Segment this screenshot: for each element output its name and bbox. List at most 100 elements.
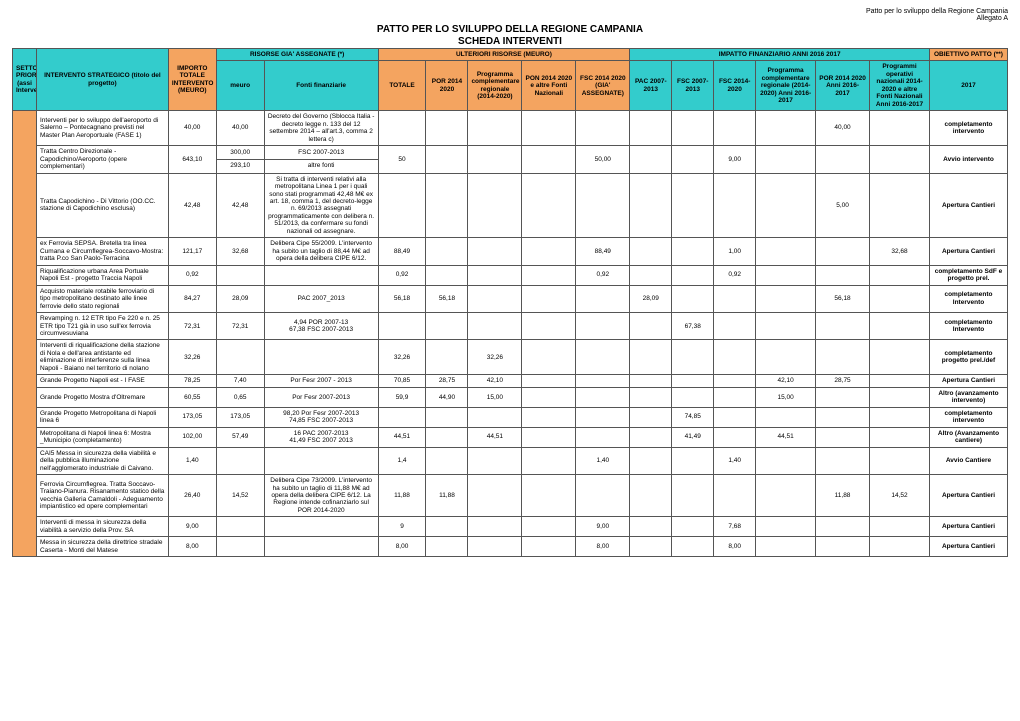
table-cell: 26,40 bbox=[168, 475, 216, 517]
table-cell bbox=[426, 173, 468, 238]
table-row: Acquisto materiale rotabile ferroviario … bbox=[13, 285, 1008, 312]
hdr-progcomp2: Programma complementare regionale (2014-… bbox=[756, 61, 816, 111]
table-cell bbox=[426, 537, 468, 557]
table-cell: 28,75 bbox=[426, 375, 468, 387]
table-cell bbox=[264, 447, 378, 474]
table-cell: 9,00 bbox=[576, 517, 630, 537]
page-title: PATTO PER LO SVILUPPO DELLA REGIONE CAMP… bbox=[12, 24, 1008, 48]
table-cell bbox=[870, 537, 930, 557]
table-cell: 173,05 bbox=[216, 407, 264, 427]
table-cell: Delibera Cipe 55/2009. L'intervento ha s… bbox=[264, 238, 378, 265]
table-header: SETTORE PRIORITARIO (assi Interventi) IN… bbox=[13, 49, 1008, 111]
table-cell: 88,49 bbox=[576, 238, 630, 265]
table-cell bbox=[216, 265, 264, 285]
hdr-totale: TOTALE bbox=[378, 61, 426, 111]
table-cell bbox=[672, 238, 714, 265]
table-cell bbox=[468, 111, 522, 146]
table-cell bbox=[522, 111, 576, 146]
table-cell: completamento Intervento bbox=[929, 313, 1007, 340]
table-cell: 44,51 bbox=[378, 427, 426, 447]
table-cell bbox=[426, 407, 468, 427]
table-cell bbox=[522, 537, 576, 557]
table-cell: 8,00 bbox=[576, 537, 630, 557]
table-row: Messa in sicurezza della direttrice stra… bbox=[13, 537, 1008, 557]
table-cell bbox=[576, 375, 630, 387]
hdr-progcomp: Programma complementare regionale (2014-… bbox=[468, 61, 522, 111]
table-cell: Grande Progetto Metropolitana di Napoli … bbox=[36, 407, 168, 427]
table-cell: Apertura Cantieri bbox=[929, 173, 1007, 238]
table-cell: Si tratta di interventi relativi alla me… bbox=[264, 173, 378, 238]
table-cell bbox=[816, 387, 870, 407]
table-cell: 11,88 bbox=[426, 475, 468, 517]
table-cell: 59,9 bbox=[378, 387, 426, 407]
table-cell: 173,05 bbox=[168, 407, 216, 427]
hdr-progop: Programmi operativi nazionali 2014-2020 … bbox=[870, 61, 930, 111]
table-cell bbox=[672, 265, 714, 285]
table-cell bbox=[522, 173, 576, 238]
table-cell: 5,00 bbox=[816, 173, 870, 238]
table-cell: 57,49 bbox=[216, 427, 264, 447]
table-cell bbox=[870, 146, 930, 173]
table-cell: completamento Intervento bbox=[929, 285, 1007, 312]
table-cell bbox=[630, 340, 672, 375]
table-cell: Grande Progetto Napoli est - I FASE bbox=[36, 375, 168, 387]
table-cell bbox=[870, 517, 930, 537]
table-cell bbox=[468, 447, 522, 474]
table-cell: Por Fesr 2007 - 2013 bbox=[264, 375, 378, 387]
table-cell bbox=[630, 427, 672, 447]
doc-header: Patto per lo sviluppo della Regione Camp… bbox=[12, 8, 1008, 22]
table-cell: 0,92 bbox=[576, 265, 630, 285]
table-cell: Delibera Cipe 73/2009. L'intervento ha s… bbox=[264, 475, 378, 517]
table-cell bbox=[714, 111, 756, 146]
table-cell bbox=[630, 387, 672, 407]
table-cell: Messa in sicurezza della direttrice stra… bbox=[36, 537, 168, 557]
table-cell: completamento progetto prel./def bbox=[929, 340, 1007, 375]
table-cell bbox=[672, 146, 714, 173]
table-cell bbox=[468, 407, 522, 427]
table-cell bbox=[576, 340, 630, 375]
table-cell: 1,4 bbox=[378, 447, 426, 474]
table-cell bbox=[378, 407, 426, 427]
table-cell bbox=[426, 517, 468, 537]
table-cell: 74,85 bbox=[672, 407, 714, 427]
table-cell bbox=[672, 517, 714, 537]
table-cell: Interventi di riqualificazione della sta… bbox=[36, 340, 168, 375]
table-cell: 0,92 bbox=[378, 265, 426, 285]
table-cell bbox=[468, 265, 522, 285]
table-cell bbox=[468, 313, 522, 340]
table-cell: 7,68 bbox=[714, 517, 756, 537]
table-cell: Tratta Capodichino - Di Vittorio (OO.CC.… bbox=[36, 173, 168, 238]
table-cell bbox=[672, 537, 714, 557]
table-row: Revamping n. 12 ETR tipo Fe 220 e n. 25 … bbox=[13, 313, 1008, 340]
hdr-por2014: POR 2014 2020 bbox=[426, 61, 468, 111]
table-cell bbox=[870, 285, 930, 312]
hdr-fsc2014b: FSC 2014-2020 bbox=[714, 61, 756, 111]
table-cell bbox=[522, 340, 576, 375]
table-cell bbox=[426, 313, 468, 340]
table-cell bbox=[756, 407, 816, 427]
table-cell bbox=[630, 111, 672, 146]
table-cell bbox=[756, 173, 816, 238]
table-cell bbox=[522, 427, 576, 447]
table-cell bbox=[216, 340, 264, 375]
table-cell bbox=[522, 375, 576, 387]
table-cell: 32,68 bbox=[870, 238, 930, 265]
table-row: Riqualificazione urbana Area Portuale Na… bbox=[13, 265, 1008, 285]
table-cell: 40,00 bbox=[168, 111, 216, 146]
table-cell: 56,18 bbox=[378, 285, 426, 312]
table-cell bbox=[522, 285, 576, 312]
table-cell bbox=[816, 447, 870, 474]
table-cell bbox=[714, 375, 756, 387]
hdr-2017: 2017 bbox=[929, 61, 1007, 111]
table-cell: 1,40 bbox=[576, 447, 630, 474]
hdr-por2014b: POR 2014 2020 Anni 2016-2017 bbox=[816, 61, 870, 111]
table-cell bbox=[756, 537, 816, 557]
table-cell bbox=[468, 146, 522, 173]
table-body: Interventi per lo sviluppo dell'aeroport… bbox=[13, 111, 1008, 557]
table-cell bbox=[870, 313, 930, 340]
table-cell: 70,85 bbox=[378, 375, 426, 387]
hdr-settore: SETTORE PRIORITARIO (assi Interventi) bbox=[13, 49, 37, 111]
table-cell bbox=[264, 537, 378, 557]
hdr-ulteriori: ULTERIORI RISORSE (MEURO) bbox=[378, 49, 630, 61]
table-cell bbox=[870, 265, 930, 285]
